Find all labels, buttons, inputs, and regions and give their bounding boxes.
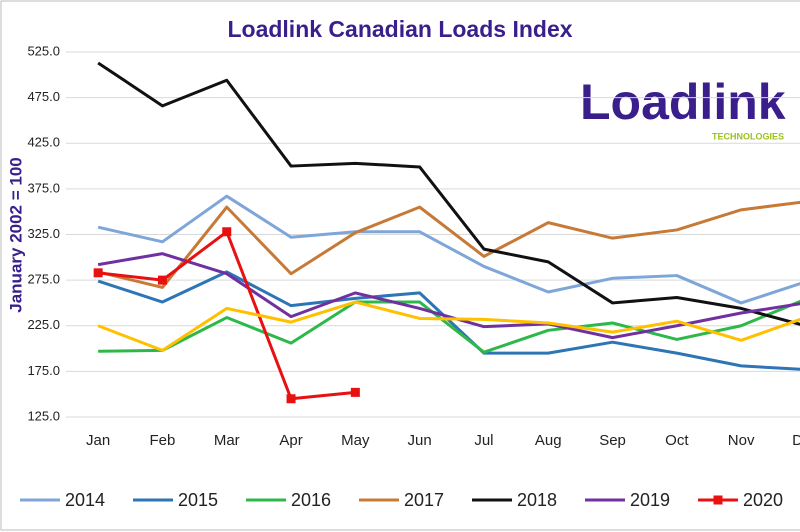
x-tick-label: Feb (150, 432, 176, 449)
series-line (98, 299, 800, 354)
x-tick-label: Oct (665, 432, 689, 449)
logo: Loadlink TECHNOLOGIES (580, 74, 786, 141)
legend-label: 2015 (178, 490, 218, 510)
y-axis-label: January 2002 = 100 (6, 157, 25, 312)
logo-tagline: TECHNOLOGIES (712, 131, 784, 141)
legend-label: 2020 (743, 490, 783, 510)
grid: 125.0 175.0 225.0 275.0 325.0 375.0 425.0 475.0… (27, 43, 800, 449)
x-tick-label: Mar (214, 432, 240, 449)
x-tick-label: Aug (535, 432, 562, 449)
y-tick-label: 325.0 (27, 226, 60, 241)
chart-title: Loadlink Canadian Loads Index (227, 16, 572, 42)
y-tick-label: 475.0 (27, 89, 60, 104)
point-marker (222, 227, 232, 237)
series-line (97, 61, 800, 326)
series-line (97, 194, 800, 305)
x-tick-label: Jan (86, 432, 110, 449)
x-tick-label: Dec (792, 432, 800, 449)
point-marker (350, 387, 360, 397)
legend-label: 2014 (65, 490, 105, 510)
x-tick-label: Sep (599, 432, 626, 449)
point-marker (93, 268, 103, 278)
y-tick-label: 425.0 (27, 135, 60, 150)
legend-label: 2017 (404, 490, 444, 510)
logo-name: Loadlink (580, 74, 786, 130)
x-tick-label: Jul (474, 432, 493, 449)
point-marker (286, 394, 296, 404)
x-tick-label: Nov (728, 432, 755, 449)
y-tick-label: 375.0 (27, 180, 60, 195)
series-line (97, 300, 800, 352)
y-tick-label: 225.0 (27, 317, 60, 332)
y-tick-label: 175.0 (27, 363, 60, 378)
series-line (97, 270, 800, 371)
legend-marker (713, 495, 723, 505)
point-marker (157, 275, 167, 285)
legend: 2014 2015 2016 2017 2018 2019 2020 (20, 490, 783, 510)
y-tick-label: 125.0 (27, 408, 60, 423)
legend-label: 2016 (291, 490, 331, 510)
x-tick-label: May (341, 432, 370, 449)
y-tick-label: 275.0 (27, 272, 60, 287)
legend-label: 2018 (517, 490, 557, 510)
x-tick-label: Apr (279, 432, 302, 449)
plot (93, 61, 800, 404)
legend-label: 2019 (630, 490, 670, 510)
y-tick-label: 525.0 (27, 43, 60, 58)
series-line (97, 200, 800, 289)
x-tick-label: Jun (408, 432, 432, 449)
